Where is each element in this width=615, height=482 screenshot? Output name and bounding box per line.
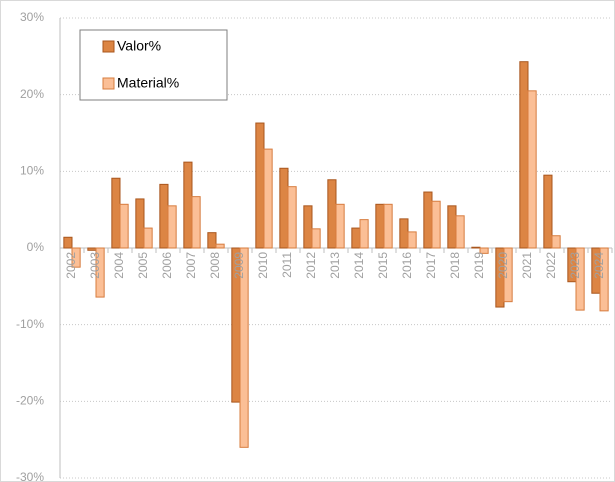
x-tick-label: 2021	[520, 252, 534, 279]
x-tick-label: 2006	[160, 252, 174, 279]
x-tick-label: 2010	[256, 252, 270, 279]
y-tick-label: 20%	[20, 87, 44, 101]
y-tick-label: -20%	[16, 394, 44, 408]
x-tick-label: 2003	[88, 252, 102, 279]
bar	[279, 167, 289, 249]
x-tick-label: 2024	[592, 252, 606, 279]
bar	[359, 219, 369, 249]
bar	[71, 247, 81, 268]
bar	[527, 90, 537, 249]
bar	[287, 186, 297, 249]
x-tick-label: 2009	[232, 252, 246, 279]
legend-label: Material%	[117, 75, 179, 91]
bar	[119, 203, 129, 249]
bar	[159, 183, 169, 249]
bar	[183, 161, 193, 249]
bar	[471, 246, 481, 249]
y-tick-label: 30%	[20, 10, 44, 24]
y-tick-label: -10%	[16, 317, 44, 331]
x-tick-label: 2007	[184, 252, 198, 279]
x-tick-label: 2002	[64, 252, 78, 279]
x-tick-label: 2014	[352, 252, 366, 279]
bar	[167, 205, 177, 249]
bar	[455, 215, 465, 249]
bar	[575, 247, 585, 311]
x-tick-label: 2013	[328, 252, 342, 279]
x-tick-label: 2015	[376, 252, 390, 279]
bar	[407, 231, 417, 249]
bar	[207, 232, 217, 249]
bar	[479, 247, 489, 254]
bar	[327, 179, 337, 249]
x-tick-label: 2018	[448, 252, 462, 279]
bar	[263, 148, 273, 249]
bar	[63, 236, 73, 249]
bar	[135, 198, 145, 249]
bar	[431, 200, 441, 249]
bar	[551, 235, 561, 249]
bar	[375, 203, 385, 249]
y-tick-label: 0%	[27, 240, 45, 254]
bar	[447, 205, 457, 249]
x-tick-label: 2011	[280, 252, 294, 278]
y-tick-label: 10%	[20, 164, 44, 178]
legend-swatch	[102, 40, 115, 53]
legend-swatch	[102, 77, 115, 90]
y-tick-label: -30%	[16, 470, 44, 482]
bar	[87, 247, 97, 251]
bar	[191, 196, 201, 249]
x-tick-label: 2019	[472, 252, 486, 279]
bar	[519, 61, 529, 249]
x-tick-label: 2008	[208, 252, 222, 279]
bar	[215, 243, 225, 249]
bar	[543, 174, 553, 249]
legend-label: Valor%	[117, 38, 161, 54]
bar	[599, 247, 609, 312]
bar	[111, 177, 121, 249]
bar	[311, 228, 321, 249]
x-tick-label: 2020	[496, 252, 510, 279]
bar	[423, 191, 433, 249]
x-tick-label: 2017	[424, 252, 438, 279]
x-tick-label: 2012	[304, 252, 318, 279]
bar	[143, 227, 153, 249]
bar	[239, 247, 249, 448]
x-tick-label: 2005	[136, 252, 150, 279]
bar	[351, 227, 361, 249]
x-tick-label: 2016	[400, 252, 414, 279]
bar	[503, 247, 513, 303]
bar	[95, 247, 105, 298]
x-tick-label: 2022	[544, 252, 558, 279]
bar	[335, 203, 345, 249]
bar	[399, 218, 409, 249]
x-tick-label: 2023	[568, 252, 582, 279]
bar	[303, 205, 313, 249]
x-tick-label: 2004	[112, 252, 126, 279]
bar	[255, 122, 265, 249]
bar	[383, 203, 393, 249]
